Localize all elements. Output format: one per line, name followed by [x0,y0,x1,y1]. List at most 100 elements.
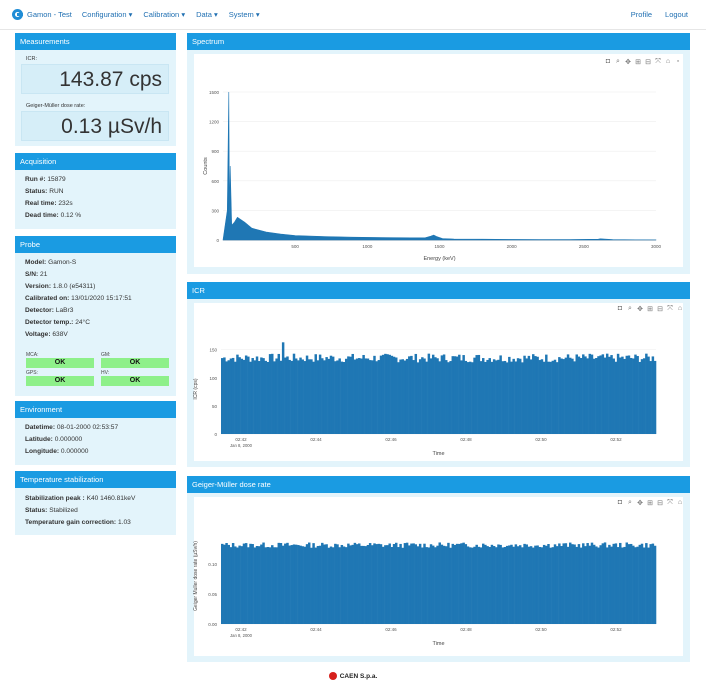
spectrum-chart[interactable]: 0 300 600 900 1200 1500 500 1000 1500 2000 2500 300… [187,33,690,274]
bar [323,544,326,624]
pan-icon[interactable]: ✥ [625,59,631,66]
pan-icon[interactable]: ✥ [637,306,643,313]
bar [403,360,407,434]
nav-system[interactable]: System ▾ [228,10,260,19]
icr-panel: ICR ◘ ⌕ ✥ ⊞ ⊟ ⤧ ⌂ 0 50 100 150 02:42 02:44 02:… [187,282,690,467]
bar [247,356,250,434]
brand[interactable]: Gamon - Test [12,9,72,20]
bar [305,355,309,434]
bar [566,546,570,624]
bar [221,543,224,624]
bar [595,358,598,434]
x-tick-label: 02:44 [310,437,322,442]
camera-icon[interactable]: ◘ [617,499,623,506]
bar [281,545,285,624]
nav-profile[interactable]: Profile [630,10,653,19]
bar [642,358,646,434]
reset-icon[interactable]: ⌂ [677,305,683,312]
bar [316,360,320,434]
y-tick-label: 1500 [209,90,220,95]
bar [410,355,413,434]
measurements-title: Measurements [15,33,176,50]
camera-icon[interactable]: ◘ [605,58,611,65]
bar [277,542,281,624]
zoom-in-icon[interactable]: ⊞ [635,59,641,66]
autoscale-icon[interactable]: ⤧ [667,305,673,312]
gps-status-badge: OK [26,376,94,386]
bar [653,545,657,624]
bar [373,543,376,624]
bar [227,360,230,434]
x-axis-label: Time [432,451,444,457]
zoom-icon[interactable]: ⌕ [628,305,632,312]
icr-value: 143.87 cps [21,64,169,94]
bar [351,353,354,434]
gm-dose-chart[interactable]: 0.00 0.05 0.10 02:42 02:44 02:46 02:48 02:50 02:… [187,476,690,662]
nav-logout[interactable]: Logout [665,10,688,19]
bar [632,358,635,434]
bar [347,356,350,434]
bar [627,544,631,624]
bar [453,356,457,434]
bar [349,545,352,624]
x-tick-label: 02:52 [610,437,622,442]
bar [497,544,500,624]
bar [405,542,409,624]
reset-icon[interactable]: ⌂ [665,58,671,65]
y-tick-label: 0.05 [208,592,217,597]
bar [223,544,226,624]
reset-icon[interactable]: ⌂ [677,499,683,506]
bar [588,353,592,434]
bar [582,543,585,624]
autoscale-icon[interactable]: ⤧ [667,499,673,506]
zoom-out-icon[interactable]: ⊟ [657,306,663,313]
bar [431,545,435,624]
bar [651,356,655,434]
serial-row: S/N: 21 [25,271,48,278]
bar [547,544,550,624]
bar [586,358,589,434]
bar [416,546,420,624]
bar [634,354,637,434]
bar [529,359,533,434]
camera-icon[interactable]: ◘ [617,305,623,312]
zoom-in-icon[interactable]: ⊞ [647,306,653,313]
bar [551,547,555,624]
bar [623,546,626,624]
bar [242,543,246,624]
bar [484,544,487,624]
zoom-icon[interactable]: ⌕ [628,499,632,506]
bar [294,358,298,434]
icr-chart[interactable]: 0 50 100 150 02:42 02:44 02:46 02:48 02:50 02:52 J… [187,282,690,467]
nav-configuration[interactable]: Configuration ▾ [81,10,133,19]
bar [503,547,507,624]
bar [645,353,648,434]
nav-calibration[interactable]: Calibration ▾ [143,10,186,19]
bar [310,359,313,434]
bar [251,358,254,434]
bar [542,544,546,624]
bar [262,542,265,624]
bar [303,361,307,434]
zoom-icon[interactable]: ⌕ [616,58,620,65]
zoom-out-icon[interactable]: ⊟ [657,500,663,507]
bar [334,543,337,624]
zoom-in-icon[interactable]: ⊞ [647,500,653,507]
bar [545,354,548,434]
pan-icon[interactable]: ✥ [637,500,643,507]
bar [479,547,483,624]
bar [401,547,404,624]
zoom-out-icon[interactable]: ⊟ [645,59,651,66]
autoscale-icon[interactable]: ⤧ [655,58,661,65]
bar [271,353,274,434]
bar [247,547,250,624]
bar [521,362,524,434]
bar [603,542,607,624]
bar [514,544,518,624]
bar [288,545,291,624]
bar [273,547,276,624]
bar [331,547,335,624]
bar [495,360,498,434]
nav-data[interactable]: Data ▾ [196,10,218,19]
bar [379,355,383,434]
